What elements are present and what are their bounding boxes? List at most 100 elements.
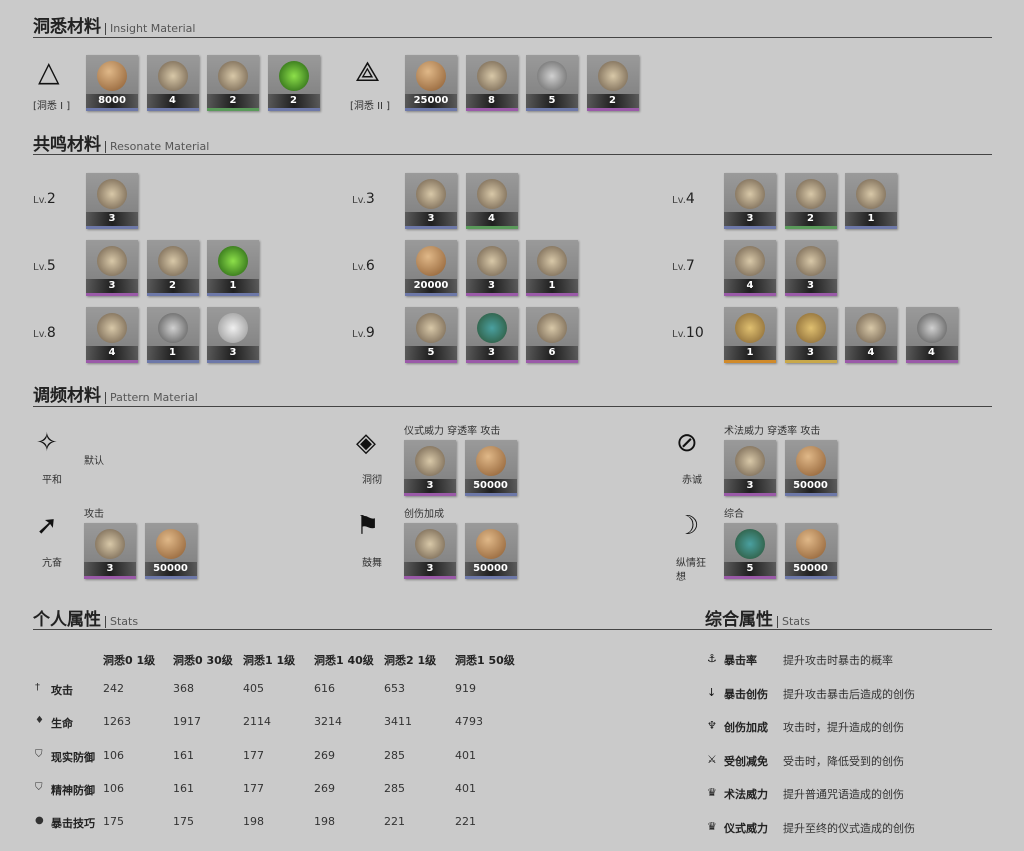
column-header: 洞悉0 30级 (173, 654, 233, 667)
metal-plates-icon (537, 61, 567, 91)
material-tile[interactable]: 1 (724, 307, 776, 363)
material-tile[interactable]: 25000 (405, 55, 457, 111)
rarity-strip (784, 360, 837, 363)
rarity-strip (405, 360, 457, 363)
column-header: 洞悉1 50级 (455, 654, 515, 667)
material-tile[interactable]: 4 (845, 307, 897, 363)
material-tile[interactable]: 3 (784, 307, 837, 363)
material-tile[interactable]: 50000 (464, 440, 517, 496)
pattern-name: 赤诚 (682, 475, 702, 486)
material-tile[interactable]: 2 (267, 55, 320, 111)
material-tile[interactable]: 3 (86, 173, 138, 229)
crystal-icon (735, 313, 765, 343)
rarity-strip (845, 360, 897, 363)
material-tile[interactable]: 3 (784, 240, 837, 296)
level-number: 7 (685, 258, 695, 274)
mind-shield-icon: ⛉ (35, 781, 43, 793)
divider (33, 406, 992, 407)
rarity-strip (724, 293, 776, 296)
material-tile[interactable]: 2 (784, 173, 837, 229)
item-count: 4 (724, 279, 776, 293)
rarity-strip (405, 108, 457, 111)
level-label: Lv.2 (33, 191, 56, 207)
attribute-desc: 受击时，降低受到的创伤 (783, 754, 904, 768)
material-tile[interactable]: 50000 (784, 440, 837, 496)
rarity-strip (465, 360, 518, 363)
material-tile[interactable]: 4 (86, 307, 138, 363)
material-tile[interactable]: 1 (146, 307, 199, 363)
material-tile[interactable]: 50000 (144, 523, 197, 579)
material-tile[interactable]: 1 (207, 240, 259, 296)
medal-icon (856, 179, 886, 209)
divider (33, 37, 992, 38)
material-tile[interactable]: 3 (724, 173, 776, 229)
level-number: 2 (46, 191, 56, 207)
column-header: 洞悉1 40级 (314, 654, 374, 667)
material-tile[interactable]: 8 (465, 55, 518, 111)
material-tile[interactable]: 1 (526, 240, 578, 296)
material-tile[interactable]: 6 (526, 307, 578, 363)
pattern-desc: 术法威力 穿透率 攻击 (724, 426, 821, 437)
item-count: 1 (724, 346, 776, 360)
material-tile[interactable]: 3 (724, 440, 776, 496)
material-tile[interactable]: 2 (146, 240, 199, 296)
overall-title: 综合属性 Stats (705, 610, 811, 630)
material-tile[interactable]: 4 (724, 240, 776, 296)
green-jar-icon (218, 246, 248, 276)
material-tile[interactable]: 3 (465, 240, 518, 296)
item-count: 4 (905, 346, 958, 360)
bird-icon (735, 529, 765, 559)
shell-icon (97, 246, 127, 276)
material-tile[interactable]: 8000 (86, 55, 138, 111)
stat-value: 198 (314, 815, 335, 829)
item-count: 3 (404, 479, 456, 493)
material-tile[interactable]: 5 (526, 55, 578, 111)
material-tile[interactable]: 2 (586, 55, 639, 111)
material-tile[interactable]: 4 (905, 307, 958, 363)
level-number: 6 (365, 258, 375, 274)
pattern-desc: 默认 (84, 456, 104, 467)
material-tile[interactable]: 3 (465, 307, 518, 363)
material-tile[interactable]: 3 (207, 307, 259, 363)
material-tile[interactable]: 5 (724, 523, 776, 579)
resonate-title: 共鸣材料 Resonate Material (33, 135, 210, 155)
material-tile[interactable]: 3 (404, 523, 456, 579)
herb-icon (476, 61, 507, 91)
level-prefix: Lv. (33, 195, 47, 206)
material-tile[interactable]: 4 (465, 173, 518, 229)
item-count: 8000 (86, 94, 138, 108)
stat-label: 暴击技巧 (51, 817, 95, 831)
attribute-label: 受创减免 (724, 754, 768, 768)
stat-value: 242 (103, 682, 124, 695)
stat-label: 攻击 (51, 684, 73, 697)
item-count: 3 (84, 562, 136, 576)
level-number: 3 (365, 191, 375, 207)
material-tile[interactable]: 2 (207, 55, 259, 111)
material-tile[interactable]: 5 (405, 307, 457, 363)
rarity-strip (146, 293, 199, 296)
material-tile[interactable]: 1 (845, 173, 897, 229)
level-prefix: Lv. (352, 262, 366, 273)
item-count: 4 (845, 346, 897, 360)
item-count: 25000 (405, 94, 457, 108)
material-tile[interactable]: 20000 (405, 240, 457, 296)
pattern-name: 鼓舞 (362, 558, 382, 569)
material-tile[interactable]: 3 (86, 240, 138, 296)
item-count: 5 (405, 346, 457, 360)
material-tile[interactable]: 3 (84, 523, 136, 579)
material-tile[interactable]: 50000 (464, 523, 517, 579)
rarity-strip (784, 293, 837, 296)
material-tile[interactable]: 4 (146, 55, 199, 111)
stat-value: 175 (173, 815, 194, 829)
material-tile[interactable]: 50000 (784, 523, 837, 579)
rarity-strip (86, 293, 138, 296)
silver-ornament-icon (415, 446, 445, 476)
item-count: 3 (86, 279, 138, 293)
double-triangle-icon: ⟁ (355, 55, 380, 88)
material-tile[interactable]: 3 (404, 440, 456, 496)
material-tile[interactable]: 3 (405, 173, 457, 229)
stat-value: 221 (384, 815, 405, 829)
rarity-strip (464, 493, 517, 496)
item-count: 4 (465, 212, 518, 226)
item-count: 4 (146, 94, 199, 108)
